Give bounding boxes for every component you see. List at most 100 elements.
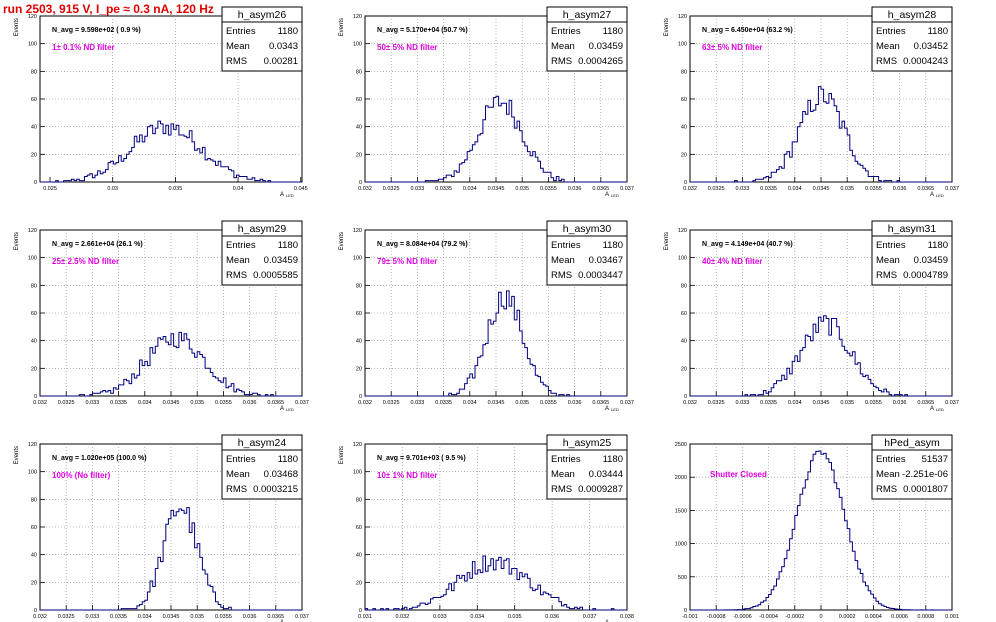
stats-entries-value: 1180: [603, 26, 623, 37]
y-tick-label: 80: [681, 283, 687, 289]
stats-entries-label: Entries: [551, 454, 581, 465]
histogram-series-h_asym25: [364, 555, 627, 611]
x-tick-label: 0.031: [358, 614, 372, 620]
y-axis-label: Events: [14, 18, 20, 36]
x-tick-label: 0.0335: [760, 186, 777, 192]
stats-mean-label: Mean: [226, 255, 250, 266]
x-tick-label: 0.032: [358, 186, 372, 192]
x-tick-label: 0.0335: [760, 400, 777, 406]
stats-title: h_asym25: [563, 437, 612, 449]
stats-entries-label: Entries: [876, 240, 906, 251]
x-tick-label: 0.036: [243, 400, 257, 406]
stats-rms-value: 0.00281: [264, 56, 298, 67]
x-tick-label: 0.034: [463, 400, 477, 406]
navg-label: N_avg = 2.661e+04 (26.1 %): [52, 241, 143, 248]
stats-rms-label: RMS: [226, 484, 247, 495]
histogram-panel-h_asym30: 0.032 0.0325 0.033 0.0335 0.034 0.0345 0.035 0.…: [339, 220, 634, 412]
x-tick-label: 0.034: [138, 614, 152, 620]
x-tick-label: 0.0365: [917, 400, 934, 406]
x-tick-label: 0: [819, 614, 822, 620]
y-tick-label: 100: [28, 42, 37, 48]
stats-rms-value: 0.0005585: [253, 270, 298, 281]
y-tick-label: 40: [31, 553, 37, 559]
x-tick-label: 0.038: [620, 614, 634, 620]
stats-mean-label: Mean: [226, 469, 250, 480]
stats-entries-value: 1180: [278, 26, 298, 37]
filter-label: 50± 5% ND filter: [377, 43, 437, 52]
y-axis-label: Events: [664, 232, 670, 250]
x-tick-label: 0.037: [945, 186, 959, 192]
histogram-series-h_asym27: [365, 95, 627, 183]
x-tick-label: 0.034: [470, 614, 484, 620]
filter-label: 40± 4% ND filter: [702, 257, 762, 266]
navg-label: N_avg = 9.701e+03 ( 9.5 %): [377, 455, 466, 462]
stats-box: [546, 220, 628, 286]
filter-label: Shutter Closed: [710, 470, 767, 479]
x-tick-label: 0.036: [545, 614, 559, 620]
y-tick-label: 20: [356, 580, 362, 586]
y-tick-label: 40: [681, 125, 687, 131]
histogram-panel-h_asym26: 0.025 0.03 0.035 0.04 0.045 0 20 40 60 80 100 120 Ev…: [14, 6, 308, 198]
x-tick-label: 0.035: [515, 400, 529, 406]
stats-mean-value: 0.03459: [914, 255, 948, 266]
x-tick-label: 0.0345: [813, 186, 830, 192]
stats-box: [871, 6, 953, 72]
stats-box: [546, 6, 628, 72]
x-tick-label: 0.035: [515, 186, 529, 192]
y-tick-label: 20: [31, 366, 37, 372]
x-tick-label: 0.035: [190, 400, 204, 406]
y-tick-label: 1000: [675, 542, 687, 548]
x-tick-label: 0.036: [893, 186, 907, 192]
y-tick-label: 0: [359, 180, 362, 186]
x-tick-label: -0.0008: [707, 614, 726, 620]
y-axis-label: Events: [14, 232, 20, 250]
y-tick-label: 60: [31, 311, 37, 317]
y-tick-label: 0: [359, 608, 362, 614]
y-tick-label: 60: [356, 97, 362, 103]
y-tick-label: 60: [356, 311, 362, 317]
x-tick-label: 0.0355: [540, 186, 557, 192]
stats-entries-value: 1180: [278, 240, 298, 251]
histogram-series-h_asym26: [40, 120, 302, 183]
navg-label: N_avg = 1.020e+05 (100.0 %): [52, 455, 147, 462]
y-tick-label: 40: [356, 339, 362, 345]
y-tick-label: 120: [678, 14, 687, 20]
x-tick-label: 0.0365: [917, 186, 934, 192]
x-tick-label: 0.0002: [839, 614, 856, 620]
x-tick-label: 0.035: [508, 614, 522, 620]
stats-rms-label: RMS: [226, 270, 247, 281]
stats-title: h_asym29: [238, 223, 287, 235]
y-tick-label: 40: [31, 125, 37, 131]
stats-mean-value: 0.03452: [914, 41, 948, 52]
y-tick-label: 100: [353, 256, 362, 262]
stats-mean-label: Mean: [551, 255, 575, 266]
stats-mean-value: 0.03468: [264, 469, 298, 480]
y-axis-label: Events: [664, 18, 670, 36]
stats-entries-value: 1180: [278, 454, 298, 465]
stats-rms-label: RMS: [551, 270, 572, 281]
y-tick-label: 80: [31, 497, 37, 503]
x-tick-label: 0.036: [243, 614, 257, 620]
x-tick-label: 0.0004: [865, 614, 882, 620]
navg-label: N_avg = 6.450e+04 (63.2 %): [702, 27, 793, 34]
y-tick-label: 0: [34, 394, 37, 400]
x-tick-label: 0.0335: [435, 400, 452, 406]
x-tick-label: -0.0002: [785, 614, 804, 620]
stats-title: h_asym24: [238, 437, 287, 449]
x-tick-label: 0.034: [138, 400, 152, 406]
y-tick-label: 60: [31, 525, 37, 531]
stats-entries-value: 1180: [603, 454, 623, 465]
histogram-panel-h_asym31: 0.032 0.0325 0.033 0.0335 0.034 0.0345 0.035 0.…: [664, 220, 959, 412]
x-tick-label: 0.0355: [215, 400, 232, 406]
y-tick-label: 0: [684, 394, 687, 400]
stats-rms-label: RMS: [551, 56, 572, 67]
y-tick-label: 0: [34, 608, 37, 614]
x-tick-label: 0.0345: [813, 400, 830, 406]
y-tick-label: 100: [353, 42, 362, 48]
x-tick-label: 0.036: [568, 400, 582, 406]
stats-rms-value: 0.0004265: [578, 56, 623, 67]
x-tick-label: 0.045: [294, 186, 308, 192]
